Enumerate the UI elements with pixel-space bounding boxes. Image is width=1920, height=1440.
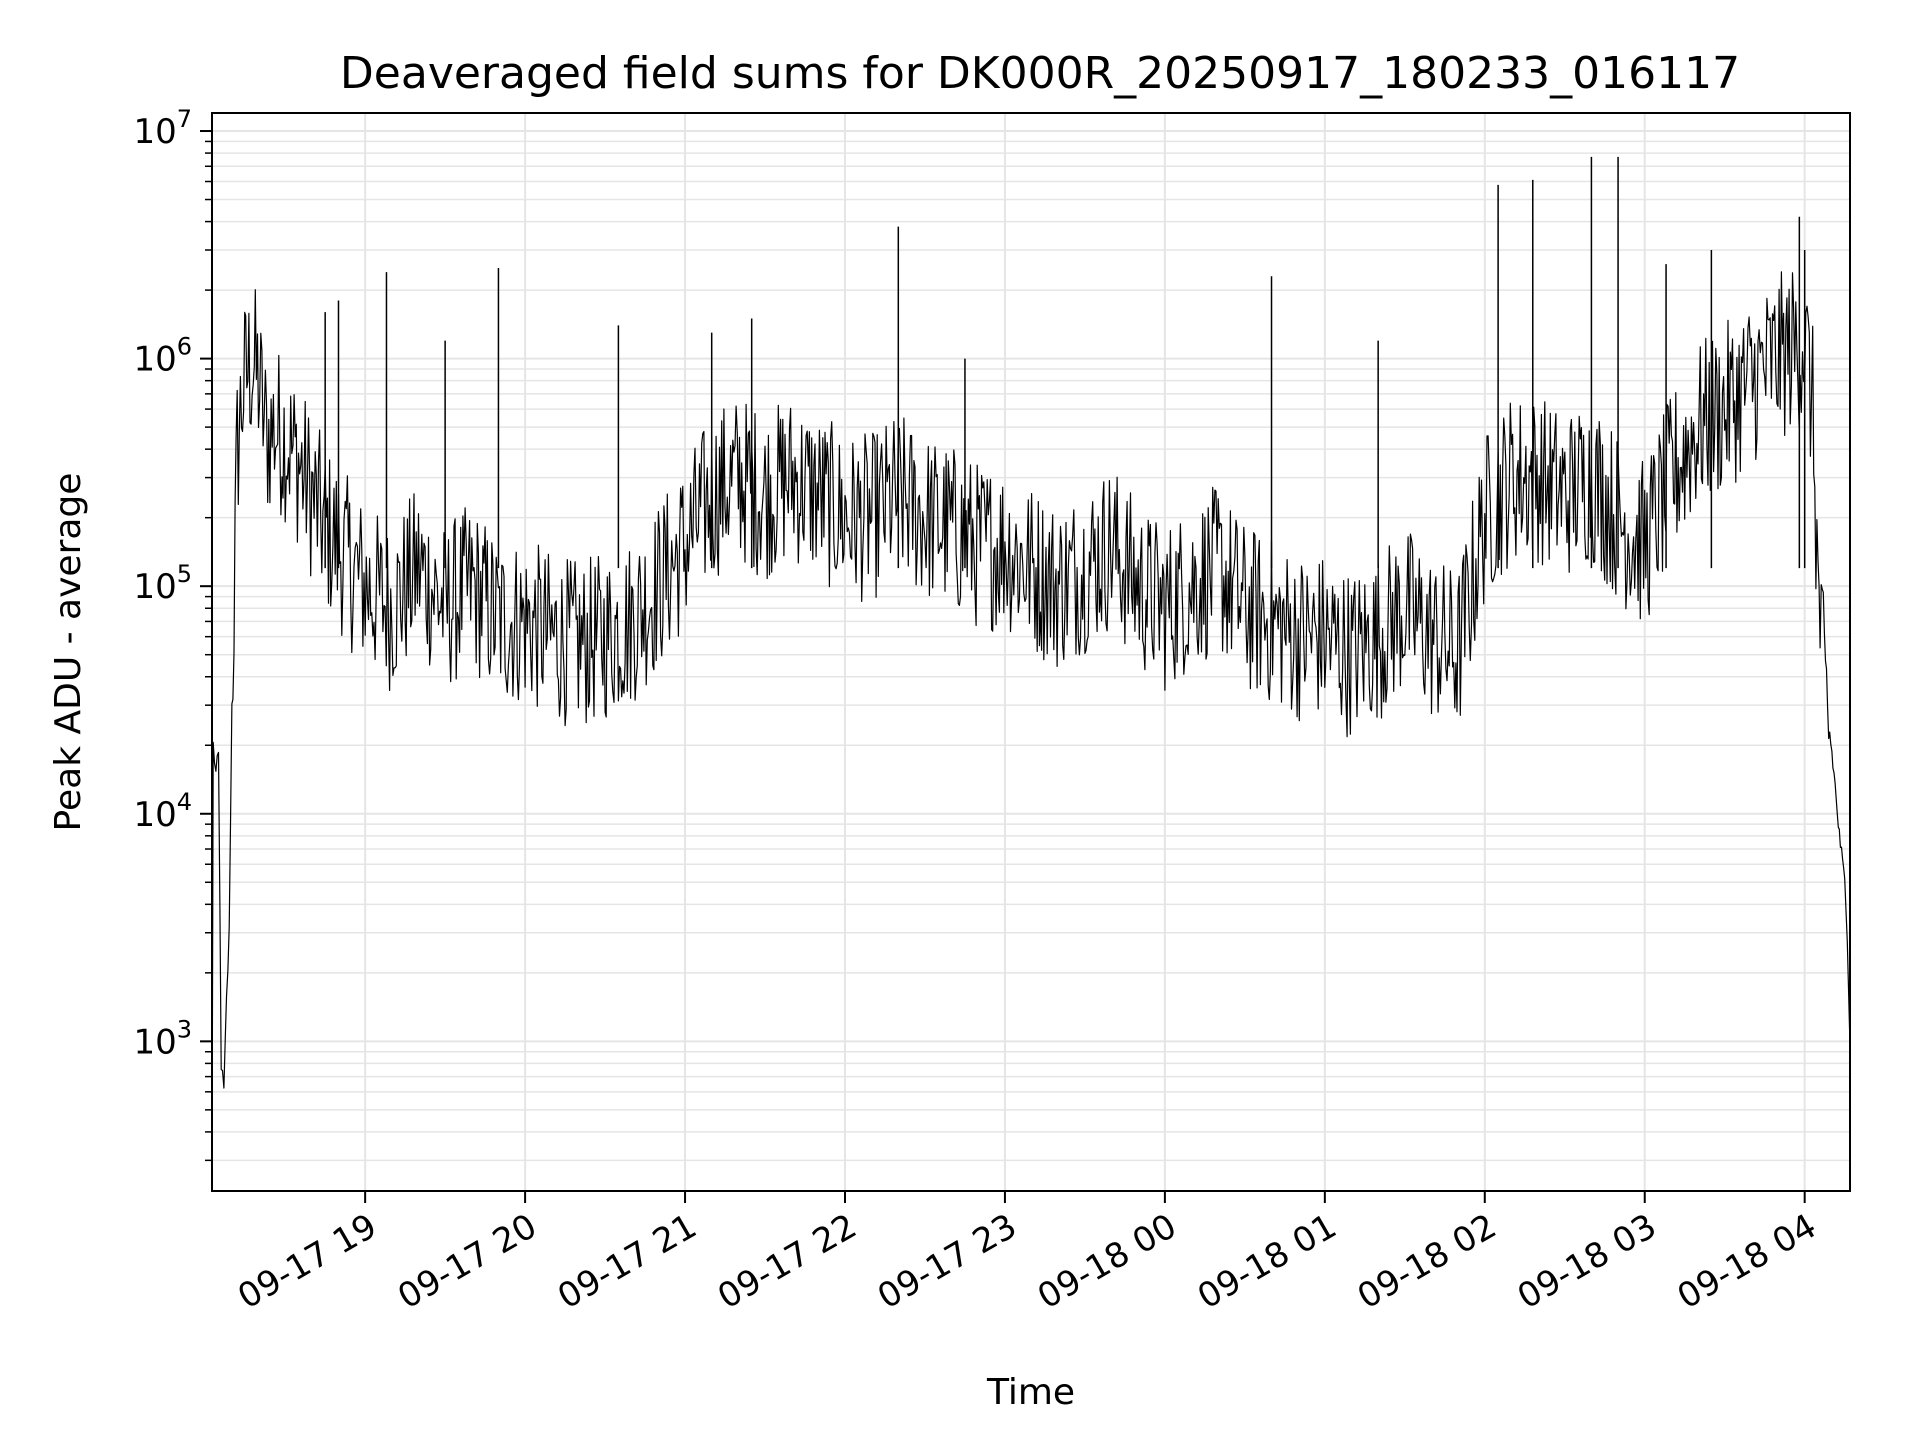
series-line: [211, 271, 1851, 1179]
chart-title: Deaveraged field sums for DK000R_2025091…: [340, 48, 1740, 99]
y-tick-label: 106: [133, 333, 192, 380]
y-tick-label: 104: [133, 788, 192, 835]
x-axis-label: Time: [986, 1372, 1075, 1413]
y-axis-label: Peak ADU - average: [48, 473, 89, 832]
y-tick-label: 107: [133, 105, 192, 152]
grid: [212, 113, 1850, 1191]
data-series: [211, 156, 1851, 1179]
plot-area: [212, 113, 1850, 1191]
y-tick-label: 103: [133, 1015, 192, 1062]
y-axis-ticks: 103 104 105 106 107: [133, 105, 212, 1162]
plot-frame: [211, 112, 1851, 1192]
y-tick-label: 105: [133, 560, 192, 607]
